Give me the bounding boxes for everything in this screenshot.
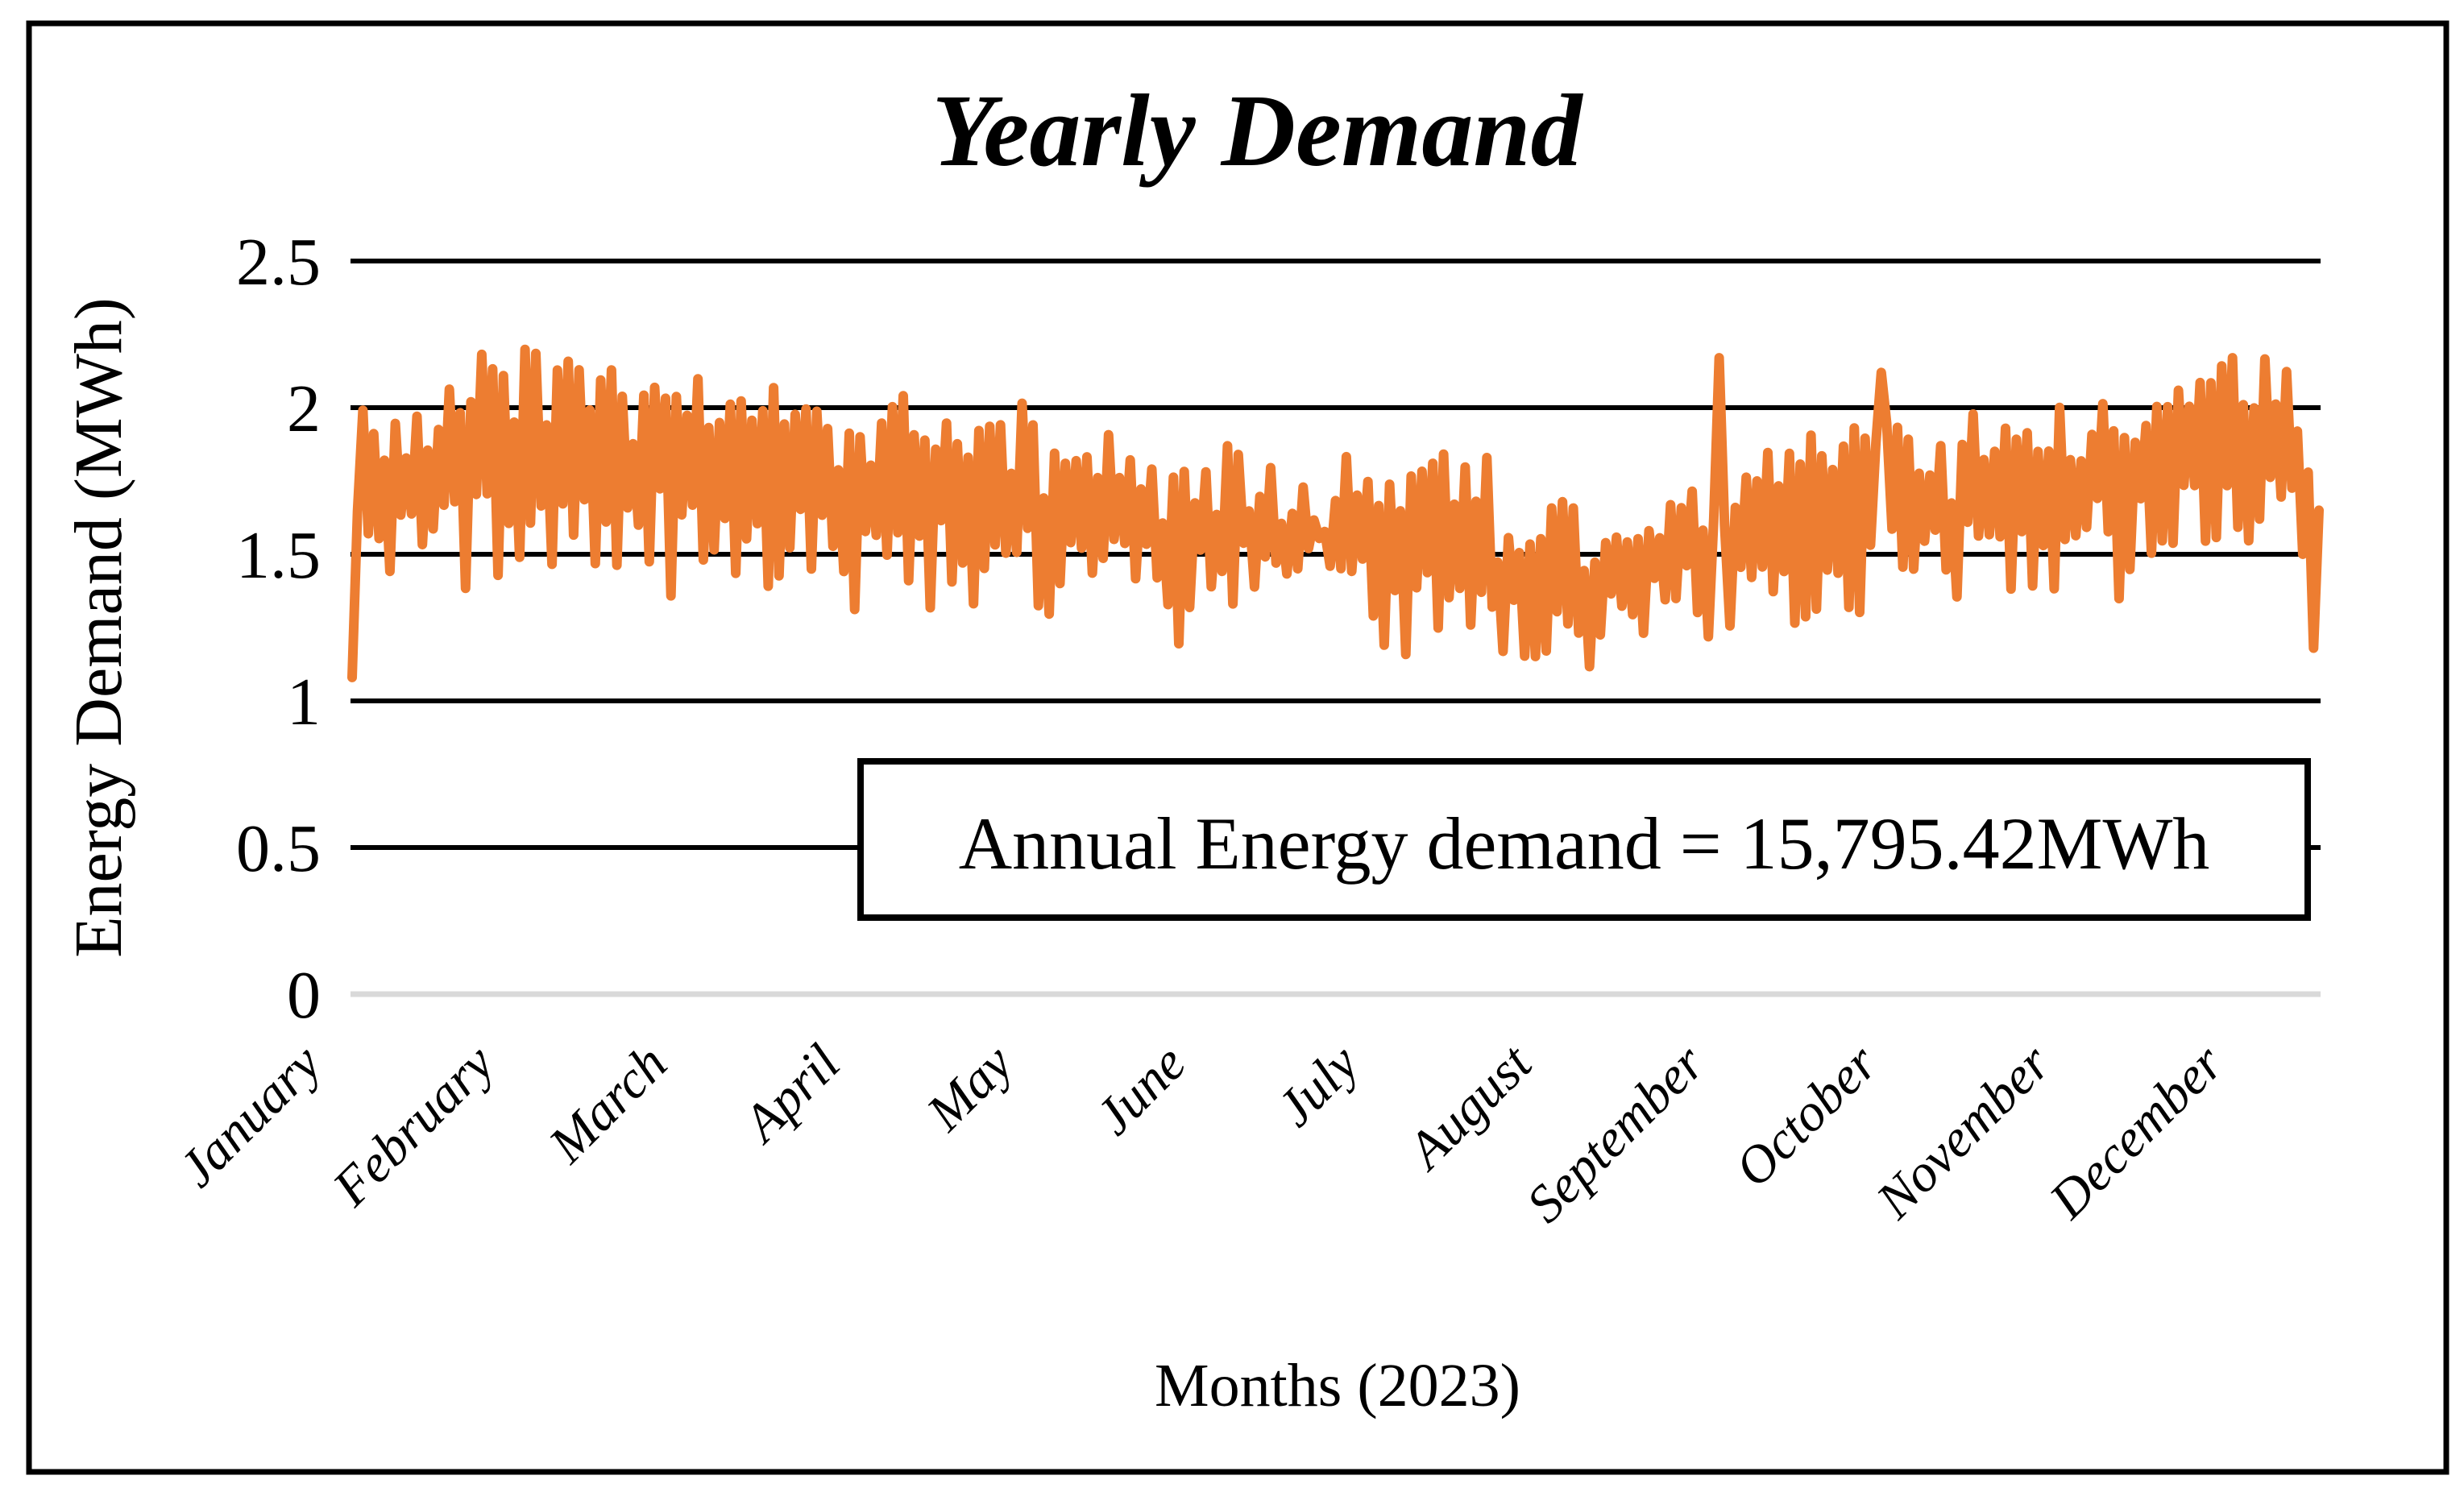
y-tick-label: 2.5 — [236, 225, 321, 300]
y-tick-label: 0.5 — [236, 811, 321, 886]
x-tick-label: March — [537, 1034, 678, 1175]
annotation-text: Annual Energy demand = 15,795.42MWh — [959, 802, 2210, 885]
x-tick-label: August — [1395, 1033, 1544, 1182]
y-tick-label: 2 — [287, 371, 321, 446]
x-tick-label: April — [730, 1034, 851, 1154]
x-tick-label: February — [321, 1033, 506, 1217]
chart-outer-border — [26, 20, 2449, 1475]
x-tick-label: July — [1266, 1033, 1371, 1138]
x-tick-label: December — [2038, 1034, 2234, 1230]
x-tick-label: June — [1085, 1034, 1197, 1146]
energy-demand-series-line — [347, 344, 2324, 682]
chart-title: Yearly Demand — [932, 73, 1584, 188]
annotation-box: Annual Energy demand = 15,795.42MWh — [857, 758, 2311, 921]
annotation-border — [857, 758, 2311, 921]
x-tick-label: May — [915, 1033, 1025, 1142]
x-tick-label: November — [1865, 1034, 2061, 1230]
x-tick-label: January — [168, 1033, 333, 1198]
x-axis-title: Months (2023) — [1155, 1352, 1520, 1420]
y-axis-title: Energy Demand (MWh) — [61, 297, 136, 958]
y-axis-tick-labels: 0 0.5 1 1.5 2 2.5 — [236, 225, 321, 1033]
y-tick-label: 0 — [287, 958, 321, 1033]
y-tick-label: 1.5 — [236, 518, 321, 593]
x-tick-label: October — [1724, 1034, 1889, 1199]
x-tick-label: September — [1516, 1034, 1716, 1234]
y-tick-label: 1 — [287, 665, 321, 740]
